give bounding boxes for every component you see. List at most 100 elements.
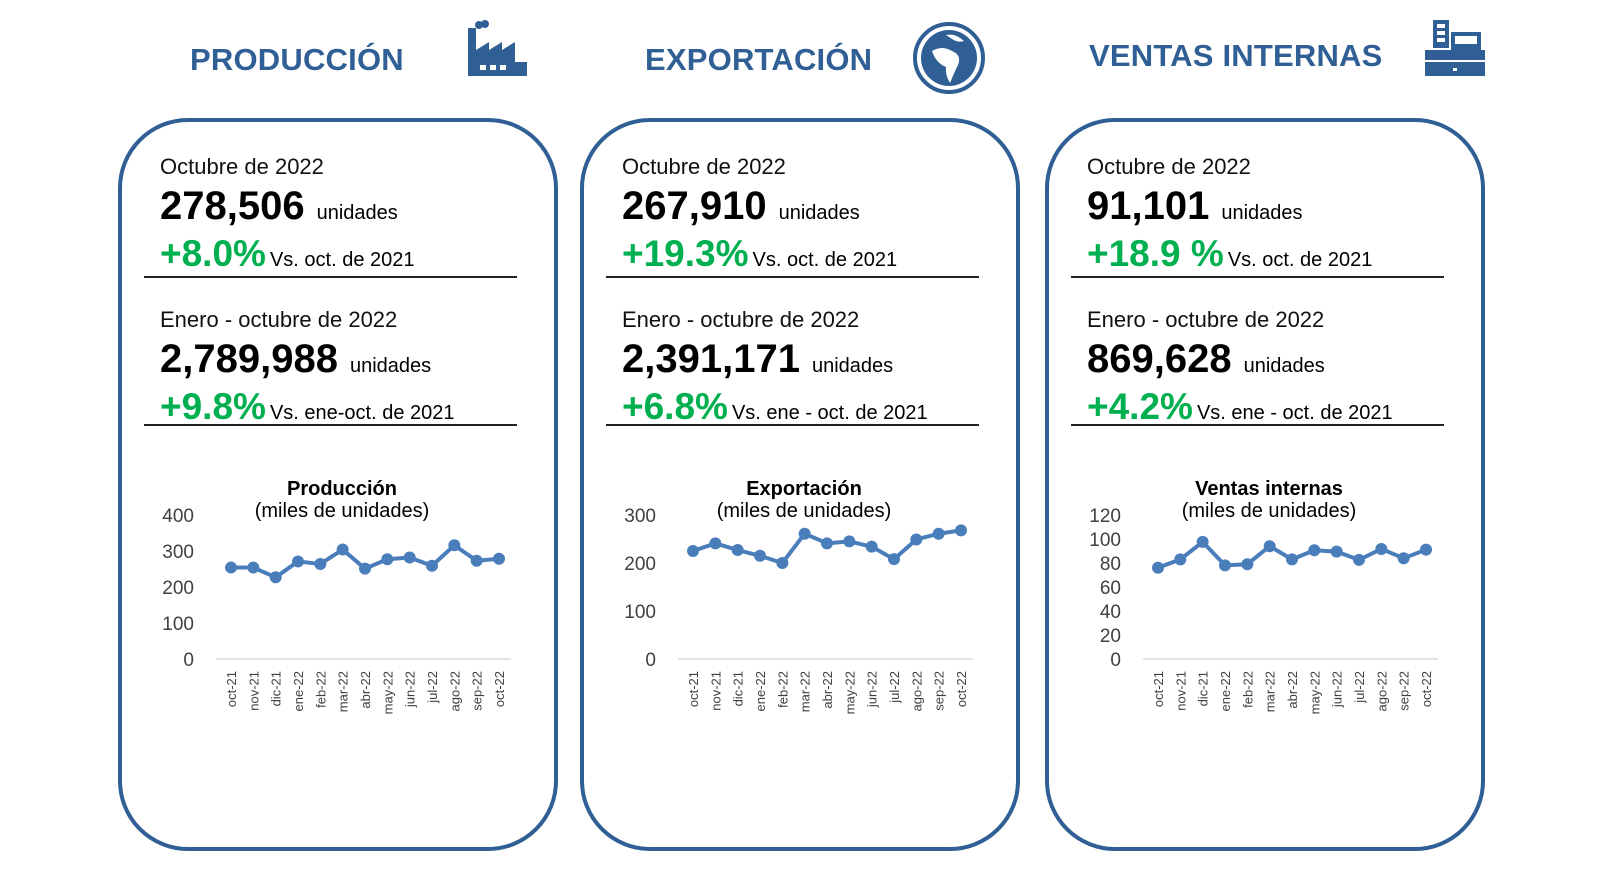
divider [606, 424, 979, 426]
panel-exportacion: Octubre de 2022 267,910 unidades +19.3% Vs… [580, 118, 1020, 851]
heading-produccion: PRODUCCIÓN [190, 42, 404, 77]
data-point [1330, 545, 1343, 558]
data-point [754, 549, 766, 562]
data-point [865, 540, 878, 553]
data-point [470, 554, 483, 567]
month-comparison: Vs. oct. de 2021 [752, 249, 898, 271]
y-tick-label: 0 [645, 650, 656, 671]
data-point [1219, 559, 1231, 572]
panel-produccion: Octubre de 2022 278,506 unidades +8.0% Vs.… [118, 118, 558, 851]
data-point [821, 537, 833, 550]
unit-label: unidades [316, 202, 398, 224]
month-change-pct: +18.9 % [1087, 233, 1224, 274]
data-point [1174, 553, 1187, 566]
month-comparison: Vs. oct. de 2021 [269, 249, 415, 271]
x-tick-label: may-22 [842, 671, 857, 714]
month-change-pct: +19.3% [622, 233, 749, 274]
unit-label: unidades [1221, 202, 1303, 224]
x-tick-label: sep-22 [932, 671, 947, 711]
month-number: 267,910 [622, 184, 767, 228]
unit-label: unidades [349, 355, 432, 377]
month-label: Octubre de 2022 [1087, 154, 1251, 179]
month-label: Octubre de 2022 [622, 154, 786, 179]
x-tick-label: may-22 [1307, 671, 1322, 714]
x-tick-label: sep-22 [1397, 671, 1412, 711]
heading-exportacion: EXPORTACIÓN [645, 42, 873, 77]
data-point [247, 561, 260, 574]
data-point [709, 537, 722, 550]
x-tick-label: oct-22 [954, 671, 969, 707]
ytd-value: 2,789,988 unidades [160, 337, 431, 382]
x-tick-label: oct-22 [492, 671, 507, 707]
y-tick-label: 0 [1110, 650, 1121, 671]
x-tick-label: abr-22 [820, 671, 835, 709]
y-tick-label: 20 [1100, 626, 1121, 647]
divider [606, 276, 979, 278]
x-tick-label: nov-21 [1173, 671, 1188, 711]
x-tick-label: sep-22 [470, 671, 485, 711]
x-tick-label: feb-22 [1240, 671, 1255, 708]
x-tick-label: nov-21 [708, 671, 723, 711]
y-tick-label: 60 [1100, 578, 1121, 599]
ytd-comparison: Vs. ene - oct. de 2021 [1196, 402, 1393, 424]
data-point [888, 553, 900, 566]
x-tick-label: jun-22 [403, 671, 418, 708]
month-value: 91,101 unidades [1087, 184, 1303, 229]
x-tick-label: mar-22 [336, 671, 351, 712]
month-number: 278,506 [160, 184, 305, 228]
y-tick-label: 100 [162, 614, 194, 635]
ytd-change-pct: +6.8% [622, 386, 728, 427]
y-tick-label: 200 [162, 578, 194, 599]
x-tick-label: jul-22 [887, 671, 902, 704]
globe-icon [913, 22, 985, 94]
ytd-change: +6.8% Vs. ene - oct. de 2021 [622, 386, 928, 428]
chart-title-main: Producción [286, 478, 397, 500]
divider [1071, 424, 1444, 426]
x-tick-label: oct-21 [1151, 671, 1166, 707]
x-tick-label: oct-22 [1419, 671, 1434, 707]
chart-title: Ventas internas (miles de unidades) [1049, 478, 1489, 522]
data-point [403, 551, 416, 564]
data-point [798, 527, 811, 540]
ytd-label: Enero - octubre de 2022 [160, 307, 398, 332]
y-tick-label: 300 [162, 542, 194, 563]
chart-subtitle: (miles de unidades) [254, 500, 430, 522]
y-tick-label: 0 [183, 650, 194, 671]
line-chart: 0 20 40 60 80 100 120 oct-21 nov-21 dic-21 ene-22 f… [1089, 507, 1438, 714]
x-tick-label: ago-22 [1374, 671, 1389, 711]
data-point [776, 557, 789, 569]
factory-icon [468, 20, 527, 76]
line-chart: 0 100 200 300 400 oct-21 nov-21 dic-21 ene-22 feb… [162, 507, 511, 714]
ytd-change-pct: +4.2% [1087, 386, 1193, 427]
y-tick-label: 120 [1089, 507, 1121, 527]
x-tick-label: mar-22 [1263, 671, 1278, 712]
y-tick-label: 400 [162, 507, 194, 527]
x-tick-label: oct-21 [224, 671, 239, 707]
line-chart: 0 100 200 300 oct-21 nov-21 dic-21 ene-22 feb-22… [624, 507, 973, 714]
unit-label: unidades [778, 202, 860, 224]
x-tick-label: jul-22 [425, 671, 440, 704]
ytd-number: 2,391,171 [622, 337, 800, 381]
x-tick-label: abr-22 [1285, 671, 1300, 709]
data-point [225, 561, 237, 574]
month-change: +19.3% Vs. oct. de 2021 [622, 233, 897, 275]
data-point [1152, 561, 1164, 574]
ytd-value: 2,391,171 unidades [622, 337, 893, 382]
data-point [493, 552, 505, 565]
y-tick-label: 300 [624, 507, 656, 527]
ytd-number: 869,628 [1087, 337, 1232, 381]
data-point [292, 555, 304, 568]
month-change: +8.0% Vs. oct. de 2021 [160, 233, 415, 275]
data-point [731, 544, 744, 557]
y-tick-label: 100 [624, 602, 656, 623]
unit-label: unidades [1243, 355, 1325, 377]
data-point [1353, 553, 1365, 566]
divider [144, 424, 517, 426]
ytd-number: 2,789,988 [160, 337, 338, 381]
month-change-pct: +8.0% [160, 233, 266, 274]
x-tick-label: jun-22 [1330, 671, 1345, 708]
ytd-comparison: Vs. ene-oct. de 2021 [269, 402, 455, 424]
data-point [269, 571, 282, 584]
data-point [336, 543, 349, 556]
x-tick-label: ene-22 [291, 671, 306, 711]
